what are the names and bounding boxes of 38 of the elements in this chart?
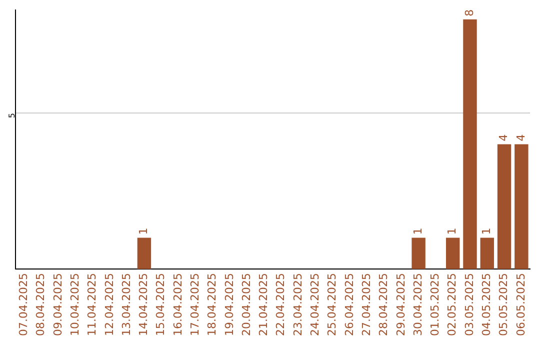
x-tick-label: 22.04.2025 xyxy=(274,273,288,336)
data-label: 1 xyxy=(411,228,424,235)
x-tick-label: 29.04.2025 xyxy=(394,273,408,336)
x-tick-label: 30.04.2025 xyxy=(411,273,424,336)
x-tick-label: 02.05.2025 xyxy=(446,273,459,336)
x-tick-label: 16.04.2025 xyxy=(171,273,184,336)
x-tick-label: 15.04.2025 xyxy=(154,273,168,336)
x-tick-label: 05.05.2025 xyxy=(497,273,510,336)
x-tick-label: 23.04.2025 xyxy=(291,273,304,336)
x-tick-label: 07.04.2025 xyxy=(17,273,30,336)
x-tick-label: 08.04.2025 xyxy=(34,273,48,336)
x-tick-label: 04.05.2025 xyxy=(480,273,493,336)
x-tick-label: 14.04.2025 xyxy=(137,273,150,336)
x-tick-label: 19.04.2025 xyxy=(222,273,236,336)
x-tick-label: 11.04.2025 xyxy=(86,273,99,336)
data-label: 1 xyxy=(446,228,459,235)
x-tick-label: 25.04.2025 xyxy=(326,273,339,336)
x-tick-label: 17.04.2025 xyxy=(188,273,202,336)
x-tick-label: 01.05.2025 xyxy=(428,273,442,336)
x-tick-label: 24.04.2025 xyxy=(308,273,322,336)
data-label: 8 xyxy=(462,9,476,16)
x-tick-label: 13.04.2025 xyxy=(120,273,133,336)
x-tick-label: 12.04.2025 xyxy=(102,273,116,336)
x-tick-label: 28.04.2025 xyxy=(377,273,390,336)
x-tick-label: 26.04.2025 xyxy=(342,273,356,336)
x-tick-label: 09.04.2025 xyxy=(51,273,64,336)
x-tick-label: 21.04.2025 xyxy=(257,273,270,336)
x-tick-label: 06.05.2025 xyxy=(514,273,528,336)
data-label: 4 xyxy=(514,134,528,142)
data-label: 1 xyxy=(480,228,493,235)
data-label: 4 xyxy=(497,134,510,142)
y-tick-label: 5 xyxy=(8,112,17,118)
x-tick-label: 20.04.2025 xyxy=(240,273,253,336)
x-tick-label: 10.04.2025 xyxy=(68,273,82,336)
x-tick-label: 27.04.2025 xyxy=(360,273,373,336)
data-label: 1 xyxy=(137,228,150,235)
x-tick-label: 18.04.2025 xyxy=(206,273,219,336)
x-tick-label: 03.05.2025 xyxy=(462,273,476,336)
